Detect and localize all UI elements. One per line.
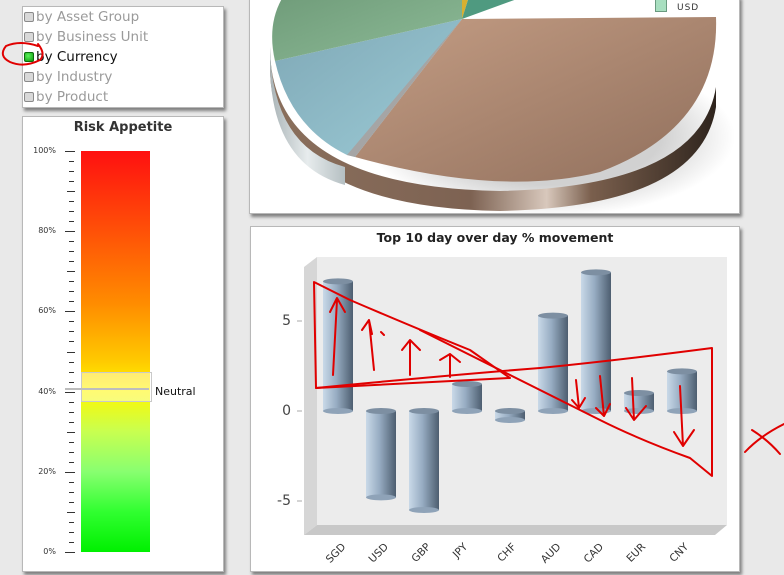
gauge-tick — [69, 402, 74, 403]
risk-appetite-panel: Risk Appetite 100% 80% 60% 40% 20% 0% Ne… — [22, 116, 224, 572]
gauge-tick — [69, 412, 74, 413]
gauge-tick — [67, 191, 75, 192]
risk-appetite-title: Risk Appetite — [73, 120, 173, 135]
gauge-tick — [65, 552, 75, 553]
gauge-label-100: 100% — [33, 146, 56, 155]
gauge-tick — [65, 151, 75, 152]
grouping-options-panel: by Asset Group by Business Unit by Curre… — [22, 6, 224, 108]
y-tick-5: 5 — [282, 313, 291, 329]
gauge-label-40: 40% — [38, 387, 56, 396]
gauge-label-60: 60% — [38, 306, 56, 315]
gauge-tick — [69, 542, 74, 543]
gauge-tick — [69, 482, 74, 483]
gauge-tick — [67, 352, 75, 353]
gauge-tick — [69, 422, 74, 423]
gauge-tick — [69, 241, 74, 242]
gauge-tick — [65, 311, 75, 312]
bar-aud[interactable] — [538, 315, 568, 411]
gauge-label-0: 0% — [43, 547, 56, 556]
bar-chart-panel: Top 10 day over day % movement 5 0 -5 SG… — [250, 226, 740, 572]
gauge-tick — [69, 161, 74, 162]
risk-gauge-bar — [81, 151, 150, 552]
neutral-marker-band[interactable] — [81, 372, 152, 402]
pie-legend: USD — [655, 0, 699, 13]
gauge-tick — [69, 171, 74, 172]
gauge-tick — [69, 291, 74, 292]
gauge-tick — [69, 492, 74, 493]
gauge-tick — [69, 522, 74, 523]
gauge-tick — [67, 271, 75, 272]
bar-usd[interactable] — [366, 411, 396, 498]
gauge-tick — [65, 231, 75, 232]
gauge-tick — [69, 502, 74, 503]
option-by-industry[interactable]: by Industry — [24, 67, 112, 87]
gauge-tick — [69, 321, 74, 322]
bar-chart — [297, 257, 727, 535]
gauge-tick — [69, 221, 74, 222]
gauge-label-20: 20% — [38, 467, 56, 476]
gauge-tick — [65, 392, 75, 393]
radio-icon[interactable] — [24, 72, 34, 82]
y-tick-minus5: -5 — [277, 493, 291, 509]
gauge-tick — [69, 181, 74, 182]
radio-icon[interactable] — [24, 92, 34, 102]
gauge-tick — [67, 512, 75, 513]
gauge-tick — [69, 362, 74, 363]
gauge-tick — [69, 382, 74, 383]
gauge-label-80: 80% — [38, 226, 56, 235]
bar-sgd[interactable] — [323, 281, 353, 411]
legend-label-usd: USD — [677, 3, 700, 13]
gauge-tick — [69, 281, 74, 282]
gauge-tick — [69, 452, 74, 453]
option-by-business-unit[interactable]: by Business Unit — [24, 27, 148, 47]
bar-jpy[interactable] — [452, 384, 482, 411]
gauge-tick — [69, 372, 74, 373]
gauge-tick — [67, 432, 75, 433]
pie-chart — [270, 0, 735, 213]
gauge-tick — [69, 201, 74, 202]
gauge-tick — [69, 442, 74, 443]
option-by-product[interactable]: by Product — [24, 87, 108, 107]
gauge-tick — [69, 301, 74, 302]
option-by-asset-group[interactable]: by Asset Group — [24, 7, 139, 27]
gauge-tick — [65, 472, 75, 473]
pie-chart-panel: USD — [249, 0, 740, 214]
legend-swatch-usd[interactable] — [655, 0, 667, 12]
gauge-tick — [69, 261, 74, 262]
annotation-x-mark — [744, 423, 784, 455]
gauge-tick — [69, 341, 74, 342]
bar-cny[interactable] — [667, 371, 697, 411]
radio-selected-icon[interactable] — [24, 52, 34, 62]
gauge-tick — [69, 331, 74, 332]
neutral-marker-label: Neutral — [155, 385, 196, 398]
gauge-tick — [69, 251, 74, 252]
y-tick-0: 0 — [282, 403, 291, 419]
bar-gbp[interactable] — [409, 411, 439, 510]
neutral-marker-line — [65, 388, 149, 390]
radio-icon[interactable] — [24, 12, 34, 22]
bar-chart-title: Top 10 day over day % movement — [376, 230, 614, 245]
bar-cad[interactable] — [581, 272, 611, 411]
radio-icon[interactable] — [24, 32, 34, 42]
option-by-currency[interactable]: by Currency — [24, 47, 118, 67]
gauge-tick — [69, 532, 74, 533]
gauge-tick — [69, 211, 74, 212]
gauge-tick — [69, 462, 74, 463]
